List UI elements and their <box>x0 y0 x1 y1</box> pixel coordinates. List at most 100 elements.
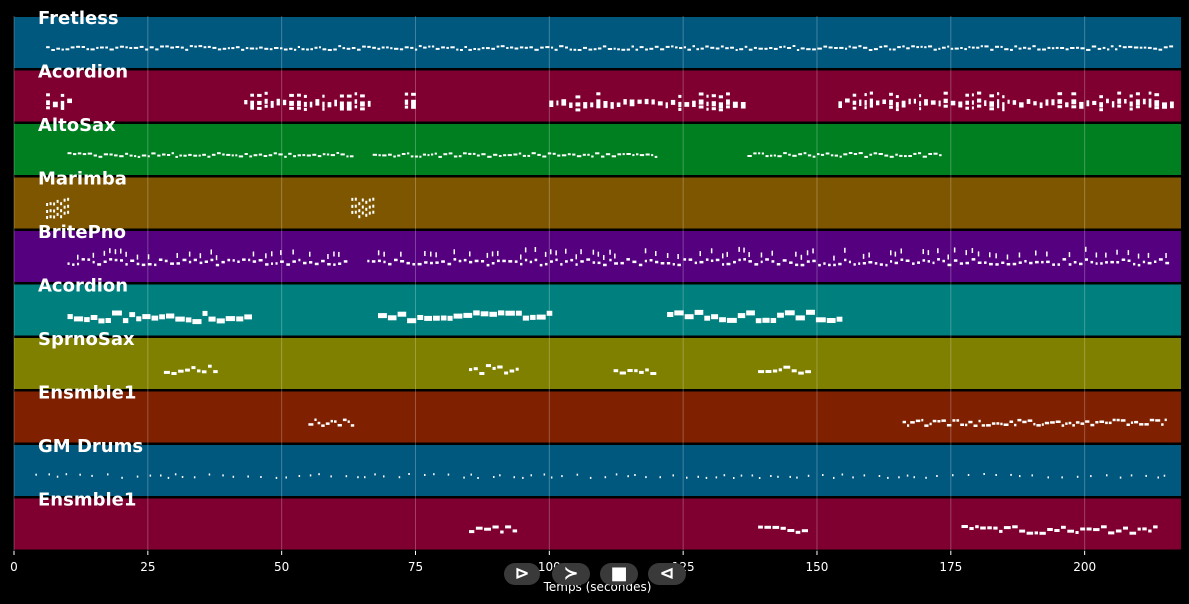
note <box>349 155 354 158</box>
note <box>852 100 857 105</box>
note <box>913 476 915 479</box>
note <box>1128 45 1133 48</box>
note <box>147 155 150 158</box>
note <box>175 155 178 158</box>
note <box>338 45 342 48</box>
note <box>1153 525 1158 529</box>
note <box>1051 47 1055 50</box>
track-1: Fretless <box>14 8 1181 68</box>
note <box>136 262 140 266</box>
track-label: Acordion <box>38 62 128 83</box>
play-button[interactable]: ⊳ <box>504 563 540 585</box>
note <box>401 153 406 155</box>
note <box>165 45 169 48</box>
note <box>340 153 345 156</box>
note <box>351 47 356 49</box>
next-button[interactable]: ≻ <box>552 563 590 585</box>
note <box>91 474 93 477</box>
note <box>222 47 227 50</box>
note <box>326 153 330 156</box>
note <box>339 101 344 109</box>
note <box>733 477 735 479</box>
note <box>346 94 352 98</box>
note <box>361 198 364 202</box>
note <box>715 258 720 262</box>
note <box>414 48 418 51</box>
note <box>1148 529 1152 533</box>
note <box>634 369 638 373</box>
note <box>249 155 253 158</box>
note <box>188 251 191 257</box>
note <box>889 92 893 96</box>
note <box>56 212 59 216</box>
track-5: BritePno <box>14 222 1181 282</box>
note <box>1047 46 1051 49</box>
note <box>231 47 235 50</box>
note <box>943 98 948 104</box>
note <box>779 46 782 49</box>
note <box>278 153 283 156</box>
note <box>133 46 139 49</box>
note <box>900 248 902 254</box>
note <box>244 100 248 105</box>
back-button[interactable]: ⊲ <box>648 563 686 585</box>
note <box>1076 46 1079 49</box>
note <box>510 46 514 49</box>
note <box>67 204 70 208</box>
track-lane <box>14 70 1181 122</box>
stop-button[interactable]: ■ <box>600 563 638 585</box>
note <box>358 215 361 219</box>
note <box>1046 260 1050 264</box>
note <box>397 154 401 157</box>
note <box>60 215 63 219</box>
note <box>1041 423 1044 426</box>
track-label: Ensmble1 <box>38 383 136 404</box>
note <box>710 248 713 254</box>
note <box>887 476 889 479</box>
note <box>937 258 940 261</box>
note <box>283 48 288 51</box>
note <box>1119 476 1122 479</box>
note <box>460 49 463 51</box>
note <box>839 46 844 49</box>
note <box>753 152 757 155</box>
note <box>947 254 949 260</box>
track-2: Acordion <box>14 62 1181 122</box>
note <box>782 259 787 262</box>
note <box>984 45 989 48</box>
note <box>1108 421 1112 425</box>
note <box>679 47 683 49</box>
note <box>198 45 203 48</box>
note <box>188 153 192 156</box>
note <box>77 152 82 155</box>
note <box>342 47 346 50</box>
note <box>800 254 803 260</box>
note <box>1085 246 1087 252</box>
note <box>1041 260 1044 264</box>
note <box>822 474 824 476</box>
note <box>289 47 293 50</box>
note <box>609 258 612 262</box>
note <box>726 262 731 266</box>
note <box>626 153 631 155</box>
note <box>450 46 455 49</box>
note <box>841 473 844 476</box>
note <box>884 154 889 157</box>
note <box>890 260 893 263</box>
note <box>151 315 159 321</box>
x-tick-label: 75 <box>408 560 423 574</box>
note <box>67 197 70 201</box>
note <box>900 258 904 261</box>
note <box>834 154 838 157</box>
note <box>699 251 701 257</box>
note <box>481 153 486 156</box>
note <box>864 155 868 158</box>
note <box>179 154 182 157</box>
note <box>77 262 80 266</box>
note <box>1154 260 1157 263</box>
note <box>115 46 119 49</box>
track-6: Acordion <box>14 276 1181 336</box>
note <box>125 251 127 257</box>
note <box>250 93 254 97</box>
note <box>464 46 467 48</box>
